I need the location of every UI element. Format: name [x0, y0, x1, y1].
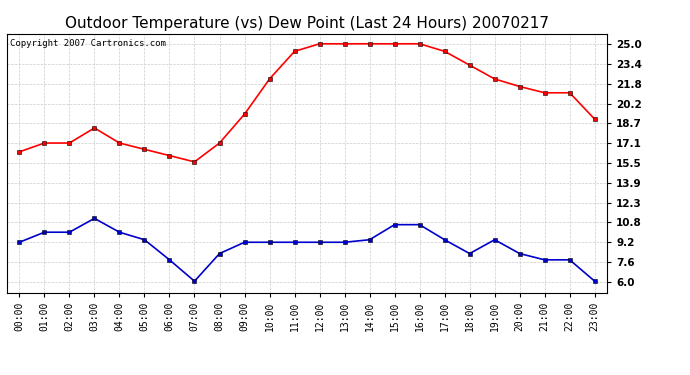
Text: Copyright 2007 Cartronics.com: Copyright 2007 Cartronics.com [10, 39, 166, 48]
Title: Outdoor Temperature (vs) Dew Point (Last 24 Hours) 20070217: Outdoor Temperature (vs) Dew Point (Last… [65, 16, 549, 31]
